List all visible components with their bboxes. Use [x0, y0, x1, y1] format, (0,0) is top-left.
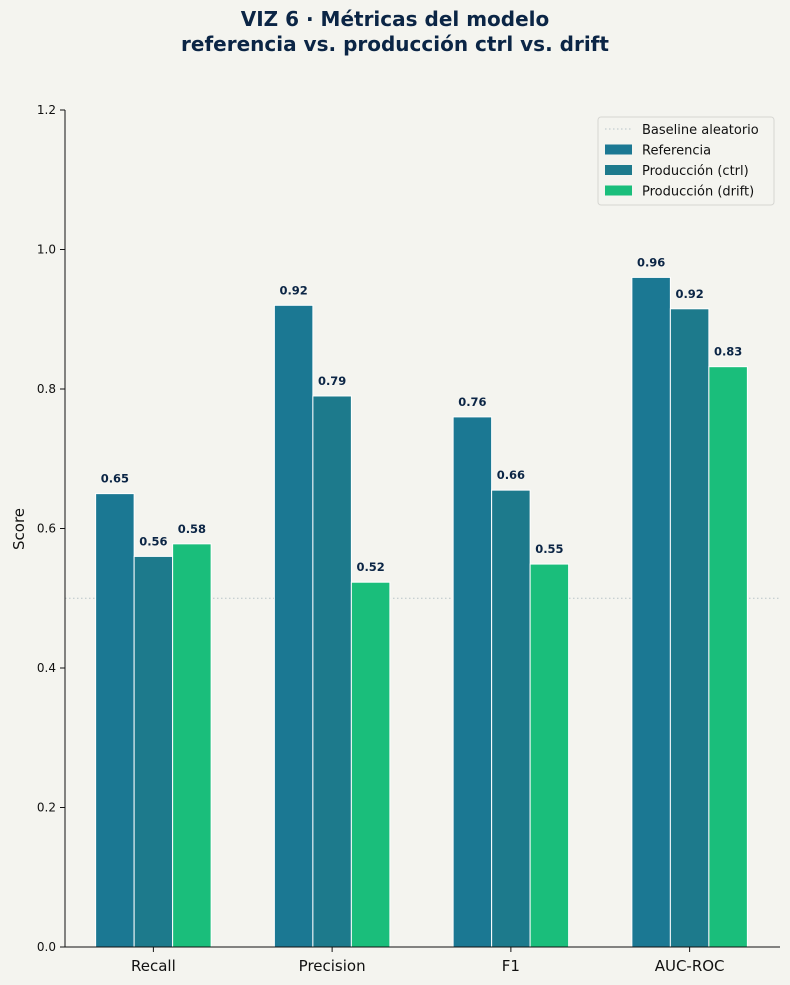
- bar-f1-series-0: [452, 416, 493, 948]
- bar-value-label: 0.83: [714, 345, 742, 359]
- legend-label-series-0: Referencia: [642, 144, 711, 159]
- y-tick-label: 0.4: [37, 661, 56, 675]
- bar-auc-roc-series-1: [669, 308, 710, 948]
- bar-value-label: 0.58: [178, 522, 206, 536]
- bar-value-label: 0.52: [356, 560, 384, 574]
- bar-value-label: 0.76: [458, 395, 486, 409]
- bar-precision-series-2: [350, 581, 391, 948]
- bar-value-label: 0.79: [318, 374, 346, 388]
- y-tick-label: 1.0: [37, 243, 56, 257]
- bar-recall-series-0: [95, 493, 135, 948]
- x-tick-label: F1: [502, 957, 520, 975]
- bar-auc-roc-series-2: [708, 366, 748, 948]
- y-tick-label: 0.8: [37, 382, 56, 396]
- bar-recall-series-1: [133, 555, 174, 948]
- bar-auc-roc-series-0: [631, 276, 671, 948]
- legend-label-series-2: Producción (drift): [642, 185, 754, 200]
- legend: Baseline aleatorio Referencia Producción (…: [597, 116, 775, 206]
- bar-value-label: 0.92: [675, 287, 703, 301]
- x-tick-label: Precision: [299, 957, 366, 975]
- x-tick-label: Recall: [131, 957, 176, 975]
- y-tick-label: 0.0: [37, 940, 56, 954]
- plot-area: 0.65 0.56 0.58 Recall 0.92 0.79 0.52 Precision 0…: [37, 103, 780, 975]
- bar-f1-series-2: [529, 563, 570, 948]
- y-tick-label: 1.2: [37, 103, 56, 117]
- bar-value-label: 0.55: [535, 542, 563, 556]
- bar-recall-series-2: [172, 543, 212, 948]
- bar-value-label: 0.96: [637, 255, 665, 269]
- bar-value-label: 0.92: [279, 283, 307, 297]
- bar-value-label: 0.66: [497, 468, 525, 482]
- chart-title-line-2: referencia vs. producción ctrl vs. drift: [181, 32, 609, 56]
- legend-swatch-series-1: [605, 165, 632, 175]
- bar-precision-series-1: [312, 395, 352, 948]
- bar-value-label: 0.56: [139, 534, 167, 548]
- x-tick-label: AUC-ROC: [655, 957, 725, 975]
- legend-box: [597, 116, 775, 206]
- bar-precision-series-0: [273, 304, 314, 948]
- bar-value-label: 0.65: [101, 472, 129, 486]
- legend-label-series-1: Producción (ctrl): [642, 164, 749, 179]
- legend-swatch-series-2: [605, 185, 632, 196]
- legend-label-baseline: Baseline aleatorio: [642, 123, 759, 138]
- y-tick-label: 0.2: [37, 801, 56, 815]
- y-tick-label: 0.6: [37, 522, 56, 536]
- chart-title-line-1: VIZ 6 · Métricas del modelo: [241, 7, 550, 31]
- legend-swatch-series-0: [605, 144, 632, 155]
- bar-f1-series-1: [491, 489, 531, 948]
- y-axis-title: Score: [10, 508, 28, 550]
